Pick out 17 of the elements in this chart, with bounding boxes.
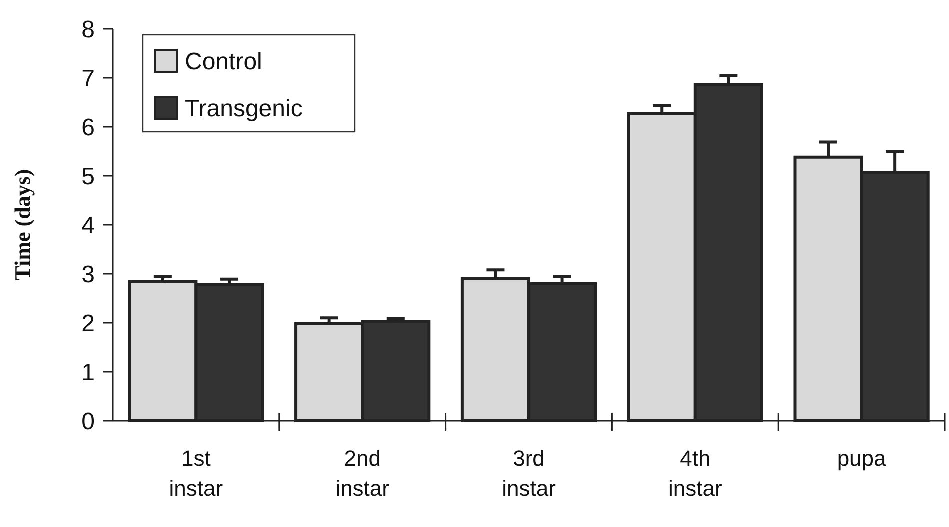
x-tick-label: 4th instar bbox=[668, 446, 722, 501]
y-tick-label: 0 bbox=[82, 408, 95, 436]
y-tick-label: 4 bbox=[82, 212, 95, 240]
y-axis-title: Time (days) bbox=[10, 169, 35, 281]
x-tick-label: pupa bbox=[837, 446, 888, 471]
x-tick-label: 3rd instar bbox=[502, 446, 556, 501]
x-tick-label: 1st instar bbox=[169, 446, 224, 501]
x-tick-label: 2nd instar bbox=[336, 446, 390, 501]
y-tick-label: 3 bbox=[82, 262, 95, 289]
y-tick-label: 6 bbox=[82, 114, 95, 142]
y-tick-label: 8 bbox=[82, 16, 95, 44]
legend-label: Control bbox=[185, 48, 262, 76]
y-tick-label: 7 bbox=[82, 66, 95, 93]
y-tick-label: 5 bbox=[82, 164, 95, 191]
y-tick-label: 1 bbox=[82, 360, 95, 387]
legend-label: Transgenic bbox=[185, 96, 303, 123]
y-tick-label: 2 bbox=[82, 310, 95, 338]
